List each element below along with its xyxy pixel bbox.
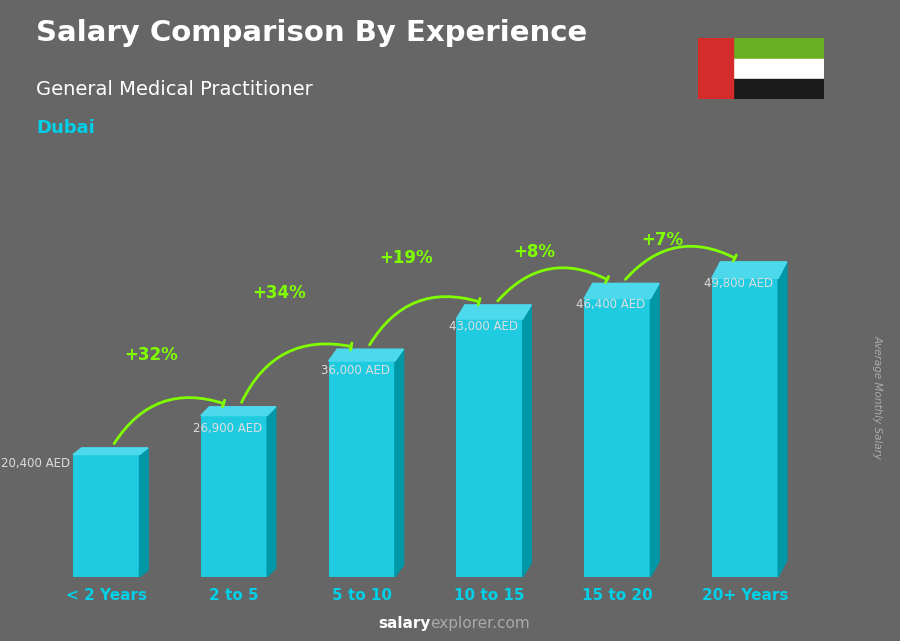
Bar [328, 361, 395, 577]
Polygon shape [140, 448, 148, 577]
Text: +34%: +34% [252, 283, 306, 301]
Polygon shape [395, 349, 403, 577]
Bar [456, 319, 523, 577]
Polygon shape [651, 283, 659, 577]
Polygon shape [523, 305, 531, 577]
Text: Average Monthly Salary: Average Monthly Salary [872, 335, 883, 460]
Polygon shape [778, 262, 787, 577]
Polygon shape [584, 283, 659, 299]
Text: +32%: +32% [124, 345, 178, 363]
Text: +8%: +8% [513, 244, 555, 262]
Text: salary: salary [378, 617, 430, 631]
Text: +7%: +7% [641, 231, 683, 249]
Polygon shape [712, 262, 787, 278]
Text: 49,800 AED: 49,800 AED [704, 277, 773, 290]
Polygon shape [456, 305, 531, 319]
Polygon shape [201, 407, 275, 415]
Bar [698, 79, 824, 99]
Text: 26,900 AED: 26,900 AED [193, 422, 262, 435]
Bar [698, 59, 824, 79]
Text: Salary Comparison By Experience: Salary Comparison By Experience [36, 19, 587, 47]
Text: 20,400 AED: 20,400 AED [2, 457, 70, 470]
Text: General Medical Practitioner: General Medical Practitioner [36, 80, 313, 99]
Text: Dubai: Dubai [36, 119, 94, 137]
Text: 46,400 AED: 46,400 AED [576, 298, 645, 312]
Text: explorer.com: explorer.com [430, 617, 530, 631]
Text: 36,000 AED: 36,000 AED [321, 364, 390, 377]
Bar [201, 415, 267, 577]
Bar [584, 299, 651, 577]
Text: +19%: +19% [380, 249, 433, 267]
Text: 43,000 AED: 43,000 AED [448, 320, 518, 333]
Bar [698, 38, 733, 99]
Polygon shape [267, 407, 275, 577]
Polygon shape [73, 448, 148, 454]
Polygon shape [328, 349, 403, 361]
Bar [712, 278, 778, 577]
Bar [73, 454, 140, 577]
Bar [698, 38, 824, 59]
